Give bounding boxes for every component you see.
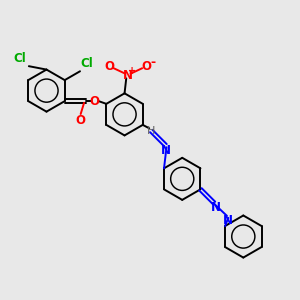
Text: O: O (142, 60, 152, 74)
Text: Cl: Cl (80, 57, 93, 70)
Text: N: N (210, 201, 220, 214)
Text: N: N (161, 143, 171, 157)
Text: O: O (76, 114, 86, 127)
Text: +: + (128, 66, 136, 76)
Text: H: H (147, 126, 155, 136)
Text: N: N (223, 214, 233, 227)
Text: O: O (104, 60, 114, 74)
Text: O: O (90, 94, 100, 108)
Text: Cl: Cl (13, 52, 26, 65)
Text: N: N (123, 69, 133, 82)
Text: -: - (151, 56, 156, 69)
